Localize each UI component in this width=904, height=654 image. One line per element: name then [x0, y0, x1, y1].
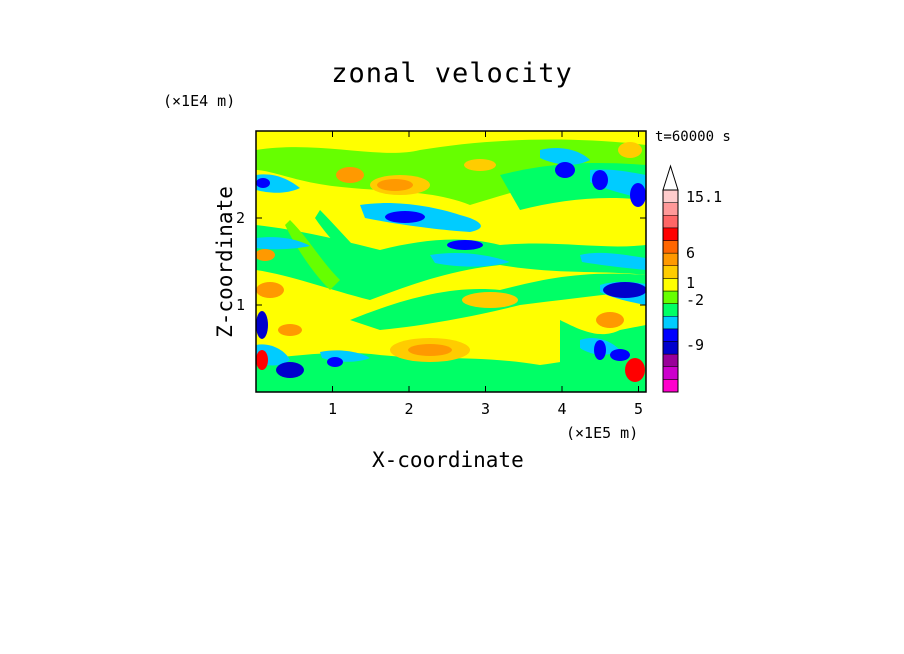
chart-title: zonal velocity	[331, 58, 573, 89]
x-axis-label: X-coordinate	[372, 448, 524, 472]
colorbar-label: -9	[686, 336, 704, 354]
colorbar-swatch	[662, 215, 679, 229]
colorbar-swatch	[662, 265, 679, 279]
colorbar-swatch	[662, 303, 679, 317]
colorbar-extend-arrow	[662, 164, 679, 191]
colorbar-label: -2	[686, 291, 704, 309]
colorbar-label: 1	[686, 274, 695, 292]
colorbar-swatch	[662, 353, 679, 367]
colorbar-frame	[662, 189, 679, 393]
colorbar-swatch	[662, 328, 679, 342]
x-tick-label: 4	[557, 400, 566, 418]
x-ticks	[332, 131, 639, 392]
colorbar-swatch	[662, 341, 679, 355]
x-tick-label: 3	[481, 400, 490, 418]
plot-frame	[255, 130, 647, 393]
colorbar-label: 6	[686, 244, 695, 262]
colorbar-swatch	[662, 227, 679, 241]
colorbar-swatch	[662, 252, 679, 266]
colorbar-swatch	[662, 202, 679, 216]
x-axis-unit: (×1E5 m)	[566, 424, 639, 442]
time-label: t=60000 s	[655, 129, 731, 145]
y-axis-unit: (×1E4 m)	[163, 92, 236, 110]
colorbar	[662, 164, 679, 393]
y-tick-label: 1	[236, 296, 245, 314]
colorbar-swatch	[662, 366, 679, 380]
x-tick-label: 2	[404, 400, 413, 418]
x-tick-label: 5	[634, 400, 643, 418]
x-tick-label: 1	[328, 400, 337, 418]
y-ticks	[256, 217, 646, 306]
colorbar-swatch	[662, 316, 679, 330]
colorbar-label: 15.1	[686, 188, 722, 206]
colorbar-swatch	[662, 379, 679, 393]
colorbar-swatch	[662, 189, 679, 203]
heatmap-field	[256, 131, 646, 392]
y-tick-label: 2	[236, 209, 245, 227]
colorbar-swatch	[662, 240, 679, 254]
colorbar-swatch	[662, 290, 679, 304]
colorbar-swatch	[662, 278, 679, 292]
